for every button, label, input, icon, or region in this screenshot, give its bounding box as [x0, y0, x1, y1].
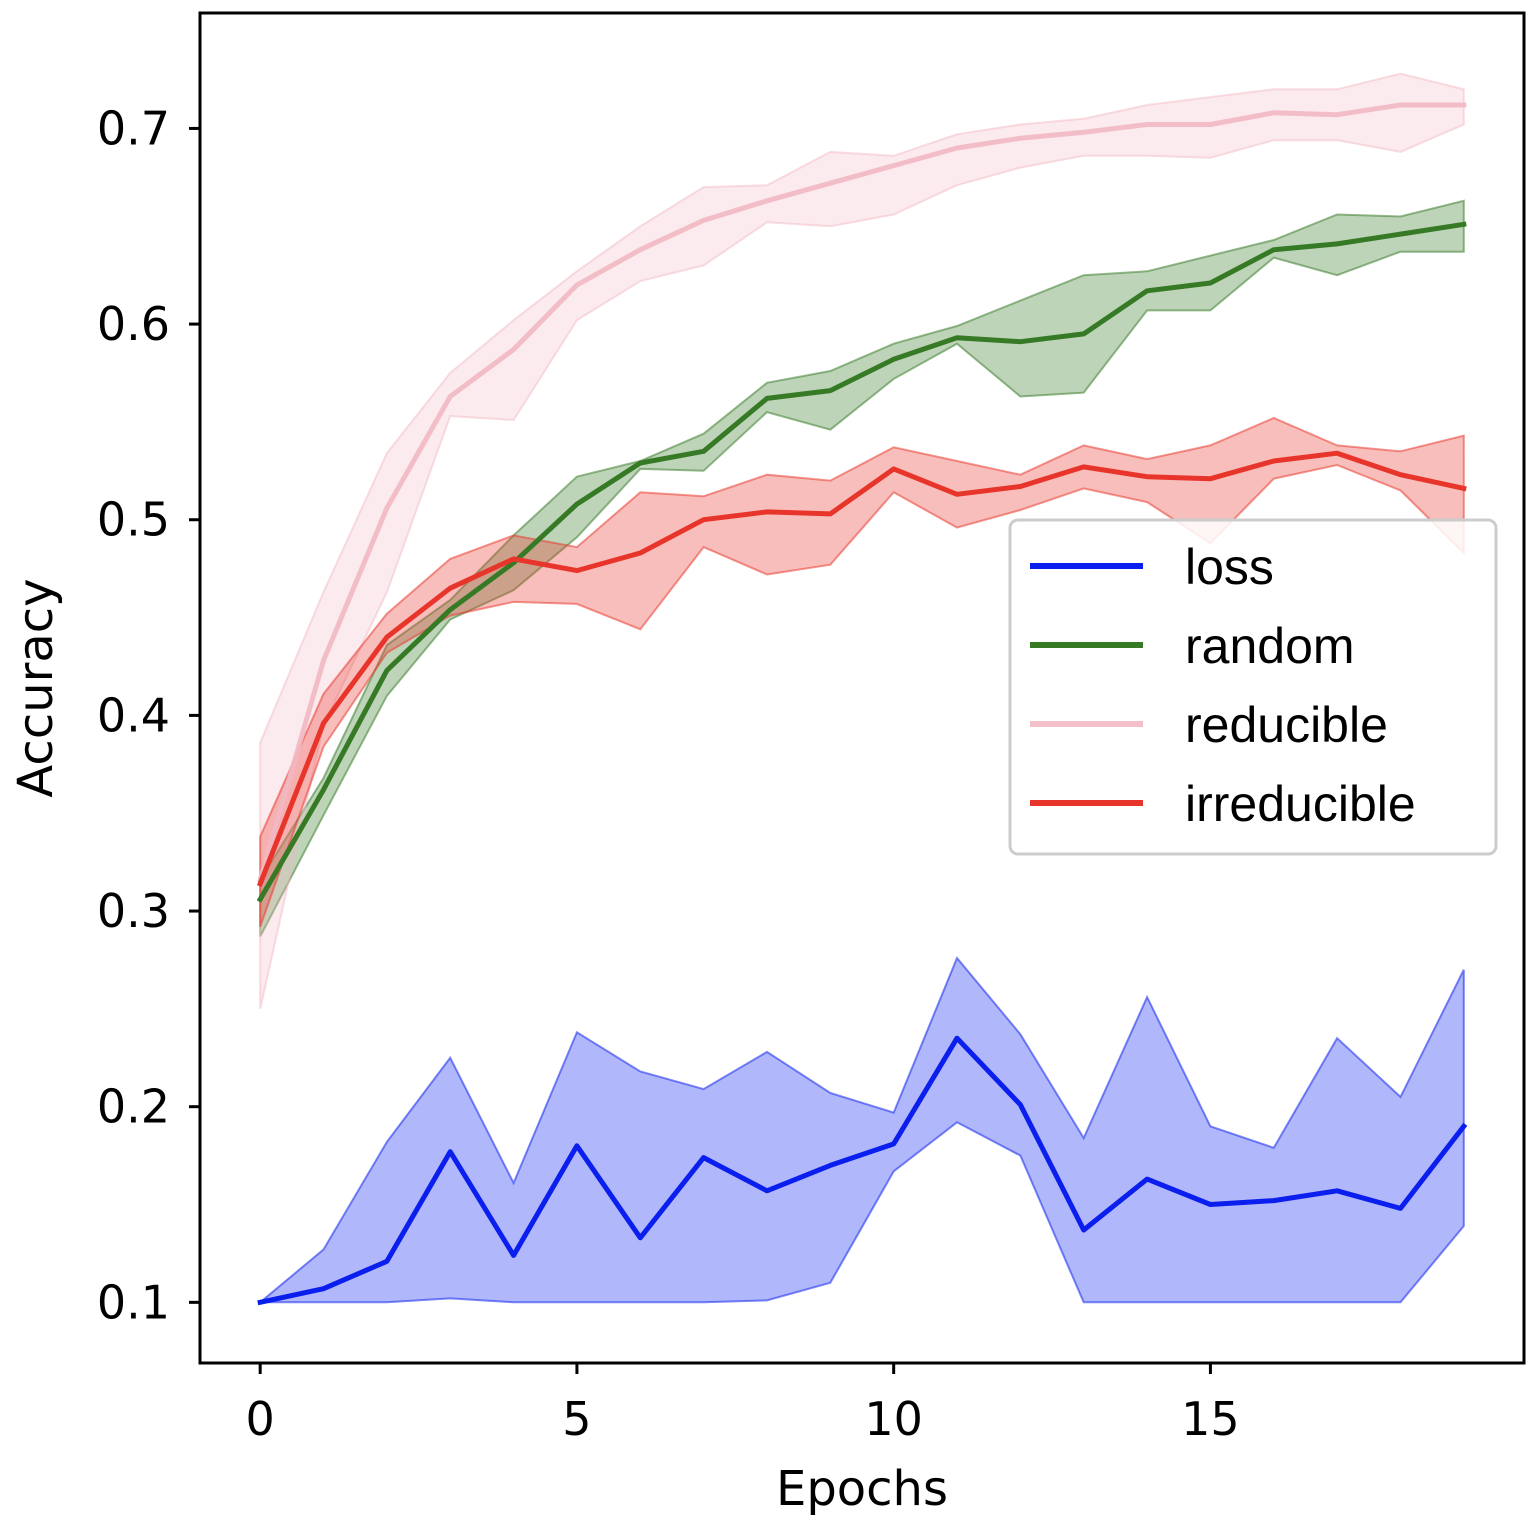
- y-tick-label: 0.5: [97, 493, 170, 547]
- x-axis-ticks: 0 5 10 15: [246, 1363, 1240, 1446]
- series-line-random: [256, 221, 1467, 903]
- band-random: [259, 199, 1465, 937]
- y-tick-label: 0.4: [97, 688, 170, 742]
- x-tick-label: 5: [562, 1392, 591, 1446]
- y-tick-label: 0.7: [97, 101, 170, 155]
- series-line-irreducible: [256, 450, 1467, 887]
- x-tick-label: 0: [246, 1392, 275, 1446]
- legend-label-random: random: [1185, 618, 1355, 674]
- x-tick-label: 15: [1181, 1392, 1240, 1446]
- y-axis-ticks: 0.1 0.2 0.3 0.4 0.5 0.6 0.7: [97, 101, 200, 1329]
- band-loss: [257, 956, 1465, 1304]
- legend-label-loss: loss: [1185, 539, 1274, 595]
- y-tick-label: 0.3: [97, 884, 170, 938]
- legend-label-irreducible: irreducible: [1185, 776, 1416, 832]
- series-line-reducible: [257, 102, 1467, 883]
- y-tick-label: 0.1: [97, 1275, 170, 1329]
- plot-frame: [198, 11, 1526, 1365]
- y-tick-label: 0.6: [97, 297, 170, 351]
- confidence-bands: [257, 72, 1465, 1304]
- legend-box: [1008, 518, 1498, 856]
- series-lines: [256, 102, 1468, 1306]
- x-tick-label: 10: [864, 1392, 923, 1446]
- series-line-loss: [257, 1035, 1468, 1306]
- y-tick-label: 0.2: [97, 1080, 170, 1134]
- band-reducible: [259, 72, 1465, 1010]
- legend: loss random reducible irreducible: [1008, 518, 1498, 856]
- legend-label-reducible: reducible: [1185, 697, 1388, 753]
- x-axis-label: Epochs: [776, 1461, 948, 1517]
- y-axis-label: Accuracy: [8, 578, 64, 797]
